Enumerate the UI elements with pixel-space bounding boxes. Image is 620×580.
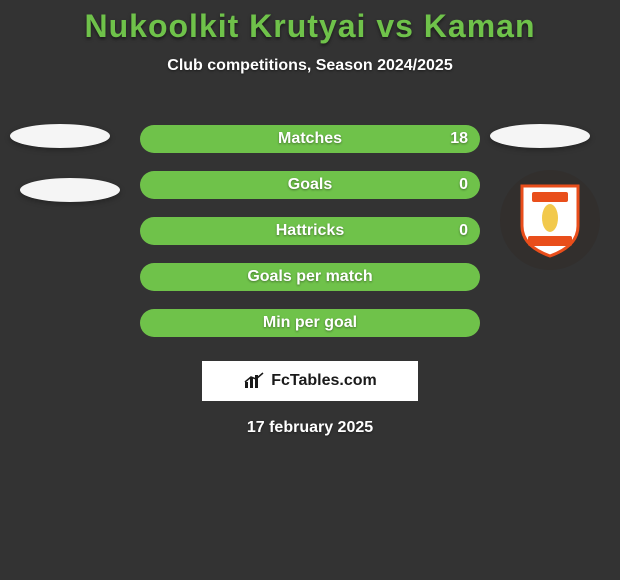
stat-label: Matches xyxy=(278,130,342,148)
stat-row: Hattricks 0 xyxy=(140,217,480,245)
avatar-placeholder xyxy=(10,124,110,148)
stat-value: 18 xyxy=(450,130,468,148)
stat-label: Goals xyxy=(288,176,332,194)
stat-row: Goals 0 xyxy=(140,171,480,199)
page-title: Nukoolkit Krutyai vs Kaman xyxy=(0,0,620,45)
stat-value: 0 xyxy=(459,176,468,194)
comparison-card: Nukoolkit Krutyai vs Kaman Club competit… xyxy=(0,0,620,580)
stats-table: Matches 18 Goals 0 Hattricks 0 Goals per match… xyxy=(140,125,480,337)
brand-box[interactable]: FcTables.com xyxy=(202,361,418,401)
brand-chart-icon xyxy=(243,372,265,390)
stat-label: Min per goal xyxy=(263,314,357,332)
stat-row: Min per goal xyxy=(140,309,480,337)
subtitle: Club competitions, Season 2024/2025 xyxy=(0,57,620,75)
stat-label: Goals per match xyxy=(247,268,372,286)
stat-row: Matches 18 xyxy=(140,125,480,153)
avatar-placeholder xyxy=(490,124,590,148)
stat-value: 0 xyxy=(459,222,468,240)
stat-row: Goals per match xyxy=(140,263,480,291)
shield-icon xyxy=(518,182,582,258)
avatar-placeholder xyxy=(20,178,120,202)
stat-label: Hattricks xyxy=(276,222,344,240)
brand-text: FcTables.com xyxy=(271,372,377,390)
club-badge xyxy=(500,170,600,270)
date-label: 17 february 2025 xyxy=(0,419,620,437)
